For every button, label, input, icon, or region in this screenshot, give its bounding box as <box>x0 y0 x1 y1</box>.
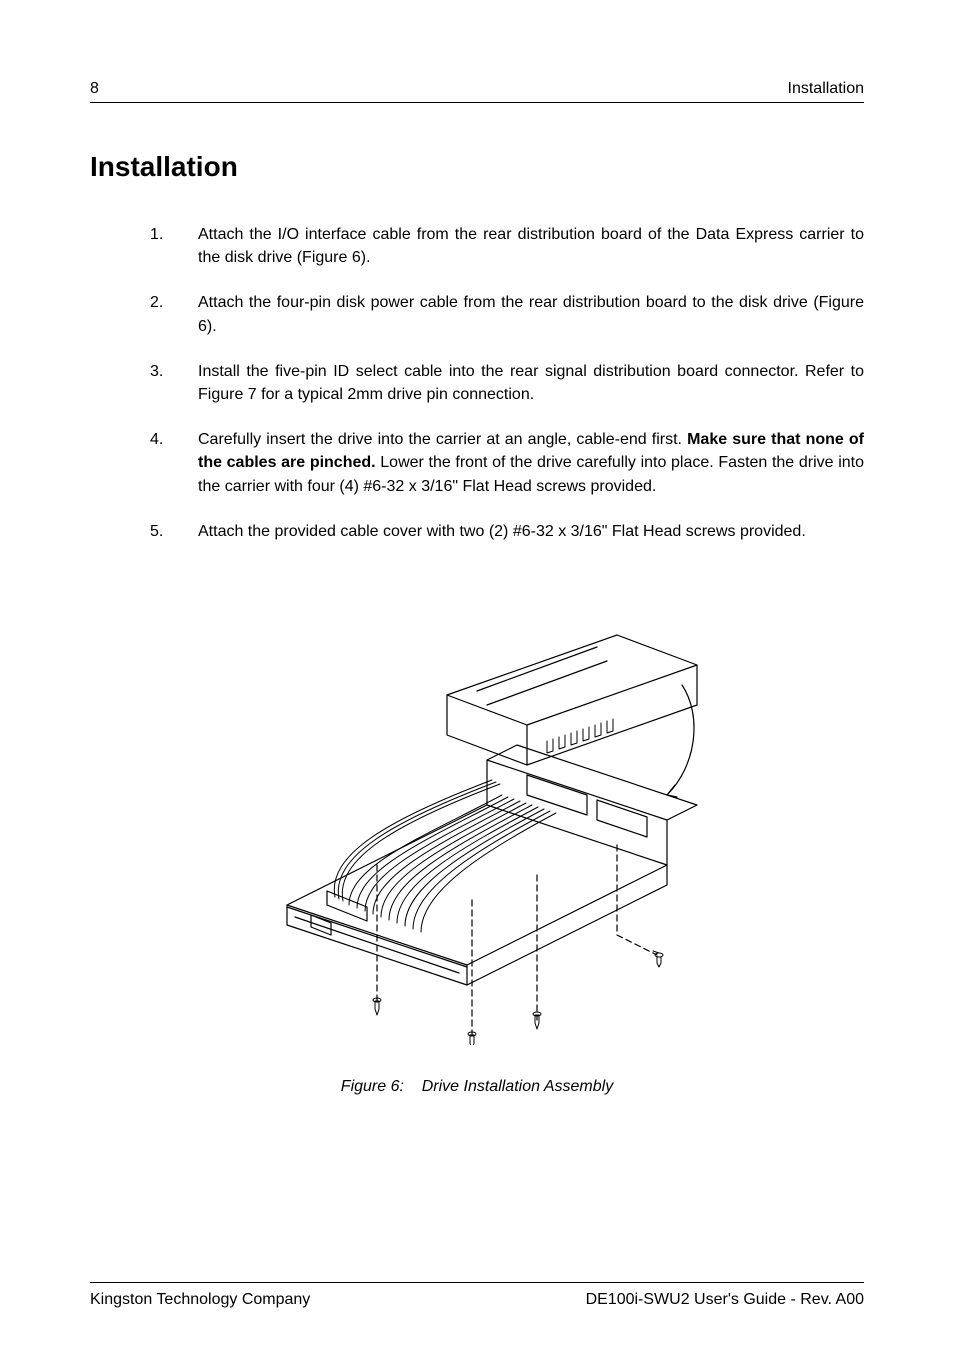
footer-doc-rev: DE100i-SWU2 User's Guide - Rev. A00 <box>586 1291 864 1309</box>
list-item: 2.Attach the four-pin disk power cable f… <box>150 291 864 337</box>
figure-text: Drive Installation Assembly <box>422 1078 613 1095</box>
step-number: 2. <box>150 291 198 337</box>
section-title: Installation <box>90 151 864 183</box>
step-text: Install the five-pin ID select cable int… <box>198 360 864 406</box>
step-text: Attach the four-pin disk power cable fro… <box>198 291 864 337</box>
installation-steps: 1.Attach the I/O interface cable from th… <box>90 223 864 565</box>
figure-6: Figure 6: Drive Installation Assembly <box>90 605 864 1096</box>
figure-label: Figure 6: <box>341 1078 404 1095</box>
figure-caption: Figure 6: Drive Installation Assembly <box>90 1078 864 1096</box>
step-text: Carefully insert the drive into the carr… <box>198 428 864 498</box>
page-footer: Kingston Technology Company DE100i-SWU2 … <box>90 1282 864 1309</box>
step-number: 1. <box>150 223 198 269</box>
step-number: 3. <box>150 360 198 406</box>
footer-company: Kingston Technology Company <box>90 1291 310 1309</box>
drive-assembly-illustration <box>227 605 727 1050</box>
step-text: Attach the I/O interface cable from the … <box>198 223 864 269</box>
step-emphasis: Make sure that none of the cables are pi… <box>198 431 864 471</box>
list-item: 4.Carefully insert the drive into the ca… <box>150 428 864 498</box>
list-item: 1.Attach the I/O interface cable from th… <box>150 223 864 269</box>
step-number: 5. <box>150 520 198 543</box>
step-text: Attach the provided cable cover with two… <box>198 520 864 543</box>
list-item: 5.Attach the provided cable cover with t… <box>150 520 864 543</box>
page-header: 8 Installation <box>90 80 864 103</box>
step-number: 4. <box>150 428 198 498</box>
list-item: 3.Install the five-pin ID select cable i… <box>150 360 864 406</box>
header-section: Installation <box>788 80 865 98</box>
page-number: 8 <box>90 80 99 98</box>
